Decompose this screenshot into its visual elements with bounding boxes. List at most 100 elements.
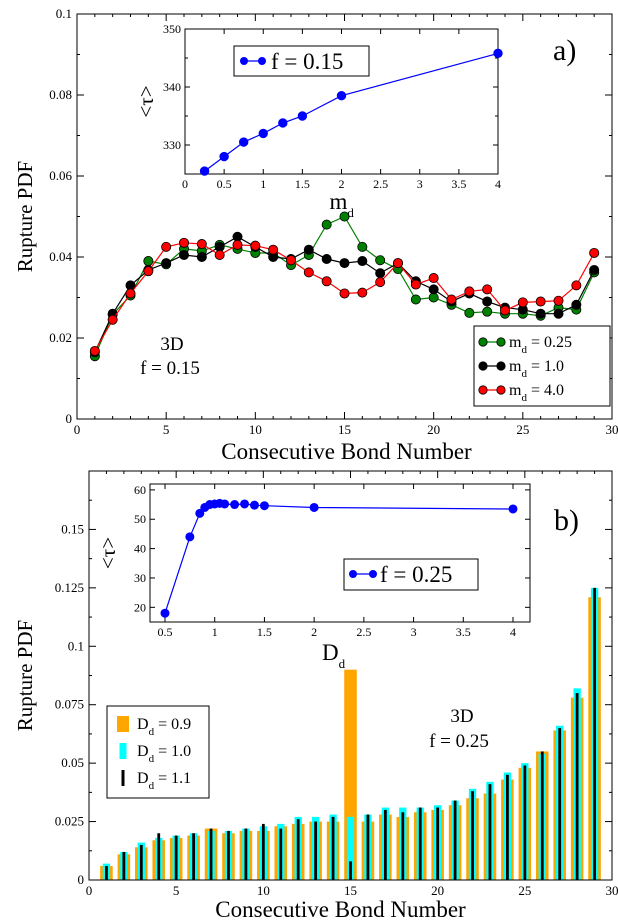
bar-s2-11 [296, 819, 300, 880]
inset-point-0 [160, 608, 170, 618]
y-tick-label: 0.1 [56, 6, 72, 21]
inset-legend-label: f = 0.25 [380, 562, 452, 587]
inset-y-tick-label: 340 [163, 80, 181, 94]
inset-y-label: <τ> [134, 85, 158, 117]
bar-s2-6 [209, 828, 213, 880]
y-tick-label: 0.1 [68, 638, 84, 653]
data-point-s0-15 [357, 241, 368, 252]
legend-swatch [119, 743, 127, 759]
inset-x-tick-label: 3 [417, 177, 423, 191]
x-tick-label: 30 [606, 883, 618, 898]
data-point-s1-16 [375, 268, 386, 279]
data-point-s1-26 [553, 308, 564, 319]
inset-point-3 [258, 128, 268, 139]
inset-y-tick-label: 40 [134, 542, 146, 556]
data-point-s0-13 [321, 219, 332, 230]
inset-point-13 [508, 504, 518, 514]
y-tick-label: 0.08 [49, 87, 72, 102]
bar-s2-5 [192, 833, 195, 880]
inset-y-tick-label: 50 [134, 512, 146, 526]
y-tick-label: 0 [66, 411, 73, 426]
inset-x-tick-label: 1 [212, 625, 218, 639]
inset-point-5 [297, 111, 308, 121]
inset-y-tick-label: 330 [163, 138, 181, 152]
data-point-s2-22 [482, 284, 493, 295]
bar-s2-17 [401, 812, 405, 880]
inset-point-6 [336, 91, 347, 101]
inset-point-2 [195, 508, 205, 518]
annotation-line-1: 3D [450, 706, 473, 727]
x-axis-label: Consecutive Bond Number [221, 439, 472, 464]
data-point-s2-19 [428, 273, 439, 284]
data-point-s2-4 [161, 241, 172, 252]
panel-tag: b) [554, 504, 579, 537]
y-tick-label: 0.04 [49, 249, 72, 264]
x-tick-label: 15 [338, 422, 351, 437]
data-point-s2-1 [107, 314, 118, 325]
data-point-s2-2 [125, 288, 136, 299]
data-point-s1-22 [482, 296, 493, 307]
bar-s2-13 [331, 816, 335, 880]
bar-s2-25 [540, 751, 544, 880]
legend-label: md = 4.0 [509, 382, 564, 404]
inset-y-tick-label: 20 [134, 600, 146, 614]
inset-point-4 [278, 118, 288, 128]
inset-y-tick-label: 350 [163, 22, 181, 36]
data-point-s1-15 [357, 256, 368, 267]
inset-x-tick-label: 1.5 [295, 177, 310, 191]
x-tick-label: 0 [86, 883, 93, 898]
legend-swatch-dot [496, 361, 506, 371]
bar-s2-2 [139, 844, 143, 880]
data-point-s2-6 [196, 239, 207, 250]
legend-swatch-dot [478, 337, 488, 347]
data-point-s2-12 [303, 267, 314, 278]
y-tick-label: 0.05 [61, 755, 84, 770]
x-tick-label: 10 [257, 883, 270, 898]
data-point-s2-15 [357, 287, 368, 298]
inset-x-tick-label: 2.5 [373, 177, 388, 191]
annotation-line-2: f = 0.25 [429, 731, 489, 752]
legend-swatch [117, 716, 129, 732]
y-tick-label: 0.06 [49, 168, 72, 183]
data-point-s1-5 [178, 249, 189, 260]
inset-b: 0.5 1 1.5 2 2.5 3 3.5 4 20 30 40 50 60 Dd <τ> f = 0.25 [96, 483, 531, 671]
inset-x-tick-label: 1.5 [257, 625, 272, 639]
bar-s2-7 [227, 830, 230, 880]
data-point-s2-9 [250, 240, 261, 251]
inset-point-10 [249, 500, 259, 510]
data-point-s1-19 [428, 284, 439, 295]
data-point-s0-22 [482, 306, 493, 317]
y-tick-label: 0 [78, 872, 85, 887]
bar-s2-22 [488, 784, 492, 880]
inset-x-tick-label: 4 [510, 625, 516, 639]
data-point-s2-25 [535, 296, 546, 307]
inset-legend-dot [349, 570, 357, 578]
legend-swatch-dot [478, 385, 488, 395]
inset-point-0 [199, 166, 210, 176]
data-point-s2-28 [589, 247, 600, 258]
inset-x-tick-label: 2 [311, 625, 317, 639]
inset-x-tick-label: 0 [182, 177, 188, 191]
legend-swatch-dot [496, 385, 506, 395]
x-tick-label: 0 [74, 422, 81, 437]
y-tick-label: 0.125 [55, 580, 84, 595]
data-point-s2-0 [89, 345, 100, 356]
bar-s2-27 [575, 693, 579, 880]
inset-x-tick-label: 0.5 [158, 625, 173, 639]
data-point-s2-3 [143, 266, 154, 277]
bar-s2-10 [279, 828, 283, 880]
inset-point-8 [230, 500, 240, 510]
annotation-line-1: 3D [160, 334, 183, 355]
data-point-s0-3 [143, 256, 154, 267]
inset-legend-dot [240, 57, 248, 65]
data-point-s2-7 [214, 249, 225, 260]
legend-swatch [121, 770, 125, 786]
inset-x-tick-label: 1 [260, 177, 266, 191]
inset-x-tick-label: 3.5 [456, 625, 471, 639]
inset-x-tick-label: 4 [495, 177, 501, 191]
data-point-s1-13 [321, 254, 332, 265]
x-tick-label: 10 [249, 422, 262, 437]
x-tick-label: 25 [518, 883, 531, 898]
inset-y-tick-label: 30 [134, 571, 146, 585]
